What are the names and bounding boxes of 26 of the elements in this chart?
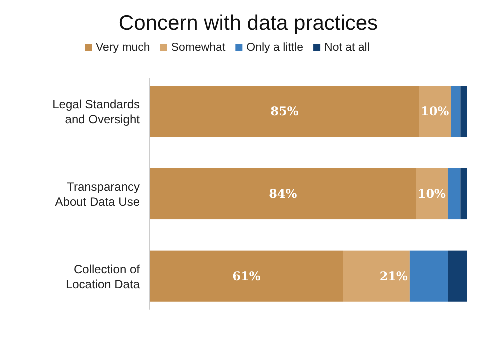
legend-label: Very much: [96, 42, 150, 54]
bar: [419, 86, 452, 138]
bar: [150, 250, 344, 302]
bar: [416, 168, 448, 220]
y-tick-label: Transparancy About Data Use: [55, 180, 140, 209]
bar: [410, 250, 448, 302]
data-label: 85%: [270, 104, 300, 119]
bar: [448, 168, 461, 220]
bar: [460, 168, 467, 220]
data-label: 10%: [418, 187, 447, 201]
data-label: 21%: [380, 269, 409, 284]
data-label: 10%: [421, 104, 450, 119]
bar: [460, 86, 467, 138]
bar: [150, 168, 416, 220]
bar: [448, 250, 467, 302]
bar: [451, 86, 461, 138]
data-label: 84%: [269, 187, 298, 201]
legend-label: Not at all: [324, 42, 370, 54]
y-tick-label: Legal Standards and Oversight: [52, 98, 141, 127]
legend-label: Only a little: [246, 42, 304, 54]
bar: [150, 86, 420, 138]
legend-label: Somewhat: [171, 42, 226, 54]
y-tick-label: Collection of Location Data: [66, 262, 141, 292]
bar: [343, 250, 410, 302]
data-label: 61%: [232, 269, 262, 284]
chart-title: Concern with data practices: [118, 12, 378, 35]
